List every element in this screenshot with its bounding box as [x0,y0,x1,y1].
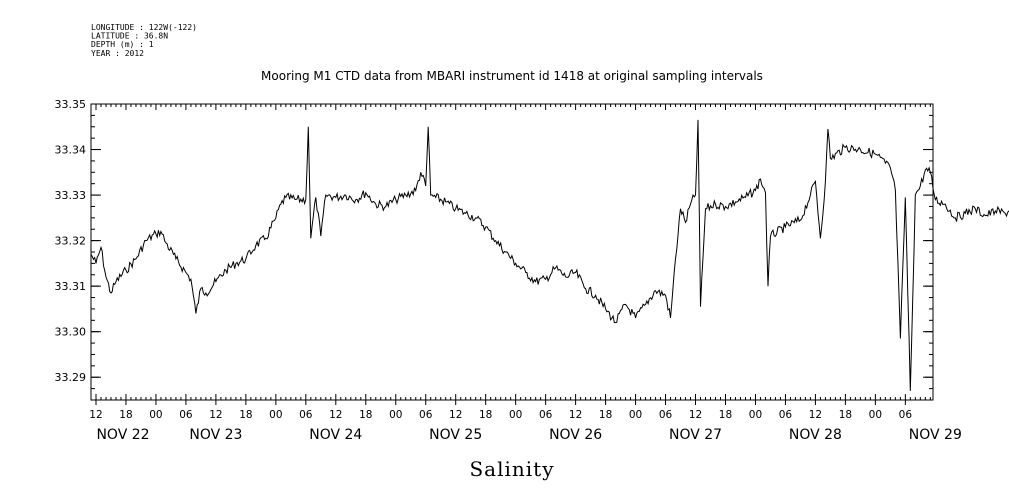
x-axis-label: Salinity [469,457,554,481]
x-day-label: NOV 22 [96,427,149,443]
x-hour-label: 18 [479,409,492,421]
plot-frame [90,103,934,401]
x-hour-label: 12 [689,409,702,421]
x-hour-label: 12 [809,409,822,421]
x-hour-label: 00 [749,409,762,421]
series-group [90,119,1009,391]
y-tick-label: 33.34 [55,144,87,157]
x-day-label: NOV 24 [309,427,362,443]
x-hour-label: 00 [869,409,882,421]
x-hour-label: 18 [839,409,852,421]
x-hour-label: 18 [359,409,372,421]
x-hour-label: 00 [509,409,522,421]
metadata-line: LATITUDE : 36.8N [91,32,168,41]
metadata-line: YEAR : 2012 [91,49,144,58]
x-day-label: NOV 25 [429,427,482,443]
x-hour-label: 18 [239,409,252,421]
x-day-label: NOV 27 [669,427,722,443]
x-hour-label: 18 [599,409,612,421]
x-hour-label: 12 [329,409,342,421]
salinity-series-line [90,119,1009,391]
x-hour-label: 12 [569,409,582,421]
x-hour-label: 06 [179,409,193,421]
axis-ticks [91,103,933,405]
y-tick-label: 33.31 [55,280,87,293]
x-hour-label: 06 [779,409,793,421]
x-hour-label: 06 [539,409,553,421]
x-hour-label: 06 [299,409,313,421]
x-hour-label: 00 [149,409,162,421]
chart-title: Mooring M1 CTD data from MBARI instrumen… [261,69,763,83]
y-tick-label: 33.35 [55,98,87,111]
x-hour-label: 06 [659,409,673,421]
x-hour-label: 12 [209,409,222,421]
x-day-label: NOV 28 [789,427,842,443]
x-hour-label: 12 [449,409,462,421]
y-tick-label: 33.30 [55,326,87,339]
x-axis-day-labels: NOV 22 NOV 23 NOV 24 NOV 25 NOV 26 NOV 27 NOV … [96,427,961,443]
x-hour-label: 18 [719,409,732,421]
x-hour-label: 00 [629,409,642,421]
mooring-metadata: LONGITUDE : 122W(-122)LATITUDE : 36.8NDE… [91,23,197,58]
x-hour-label: 06 [419,409,433,421]
y-tick-label: 33.29 [55,371,87,384]
metadata-line: LONGITUDE : 122W(-122) [91,23,197,32]
y-tick-label: 33.32 [55,235,87,248]
x-axis-hour-labels: 12 18 00 06 12 18 00 06 12 18 00 06 12 18 00 06 12 18 00 06… [89,409,912,421]
x-hour-label: 06 [899,409,913,421]
x-day-label: NOV 23 [189,427,242,443]
x-hour-label: 12 [89,409,102,421]
x-day-label: NOV 29 [909,427,962,443]
x-hour-label: 00 [389,409,402,421]
x-day-label: NOV 26 [549,427,602,443]
y-axis-labels: 33.29 33.30 33.31 33.32 33.33 33.34 33.35 [55,98,87,384]
metadata-line: DEPTH (m) : 1 [91,40,154,49]
y-tick-label: 33.33 [55,189,87,202]
x-hour-label: 00 [269,409,282,421]
x-hour-label: 18 [119,409,132,421]
